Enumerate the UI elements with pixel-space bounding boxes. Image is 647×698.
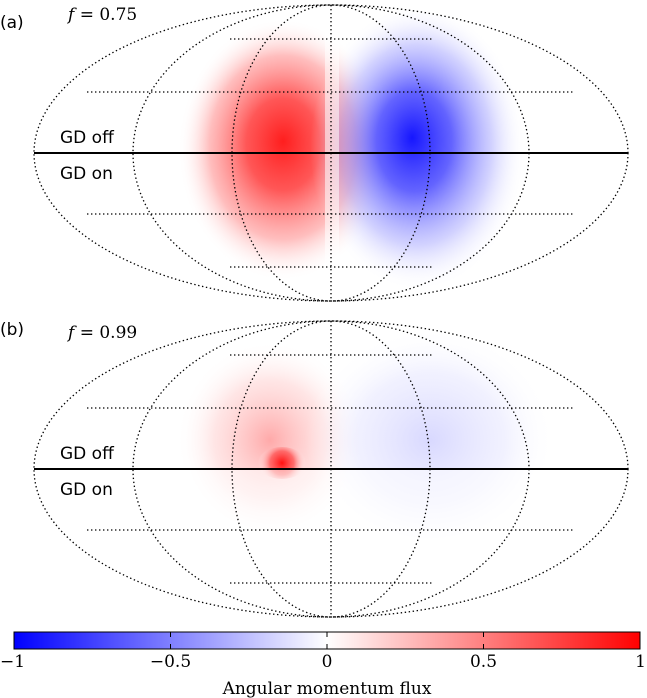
colorbar-tick-label: 1 — [635, 652, 646, 672]
colorbar: −1 −0.5 0 0.5 1 Angular momentum flux — [0, 631, 646, 698]
panel-a-f-value: f = 0.75 — [66, 5, 137, 25]
panel-b: (b) f = 0.99 GD off GD on — [0, 320, 629, 618]
panel-b-f-value: f = 0.99 — [66, 323, 137, 343]
panel-b-gd-on-label: GD on — [60, 480, 113, 500]
panel-a-gd-on-label: GD on — [60, 164, 113, 184]
colorbar-ticks: −1 −0.5 0 0.5 1 — [0, 632, 646, 672]
panel-a-gd-off-label: GD off — [60, 128, 115, 148]
panel-b-gd-off-label: GD off — [60, 444, 115, 464]
colorbar-title: Angular momentum flux — [222, 679, 432, 698]
colorbar-tick-label: −1 — [0, 652, 25, 672]
panel-a-tag: (a) — [0, 13, 24, 33]
colorbar-tick-label: 0 — [322, 652, 333, 672]
panel-a-map — [34, 5, 628, 301]
colorbar-tick-label: −0.5 — [150, 652, 191, 672]
panel-a: (a) f = 0.75 GD off GD on — [0, 4, 629, 302]
colorbar-tick-label: 0.5 — [470, 652, 497, 672]
panel-a-negative-flux-region — [308, 6, 528, 290]
panel-b-tag: (b) — [0, 320, 24, 340]
panel-b-map — [34, 321, 628, 617]
